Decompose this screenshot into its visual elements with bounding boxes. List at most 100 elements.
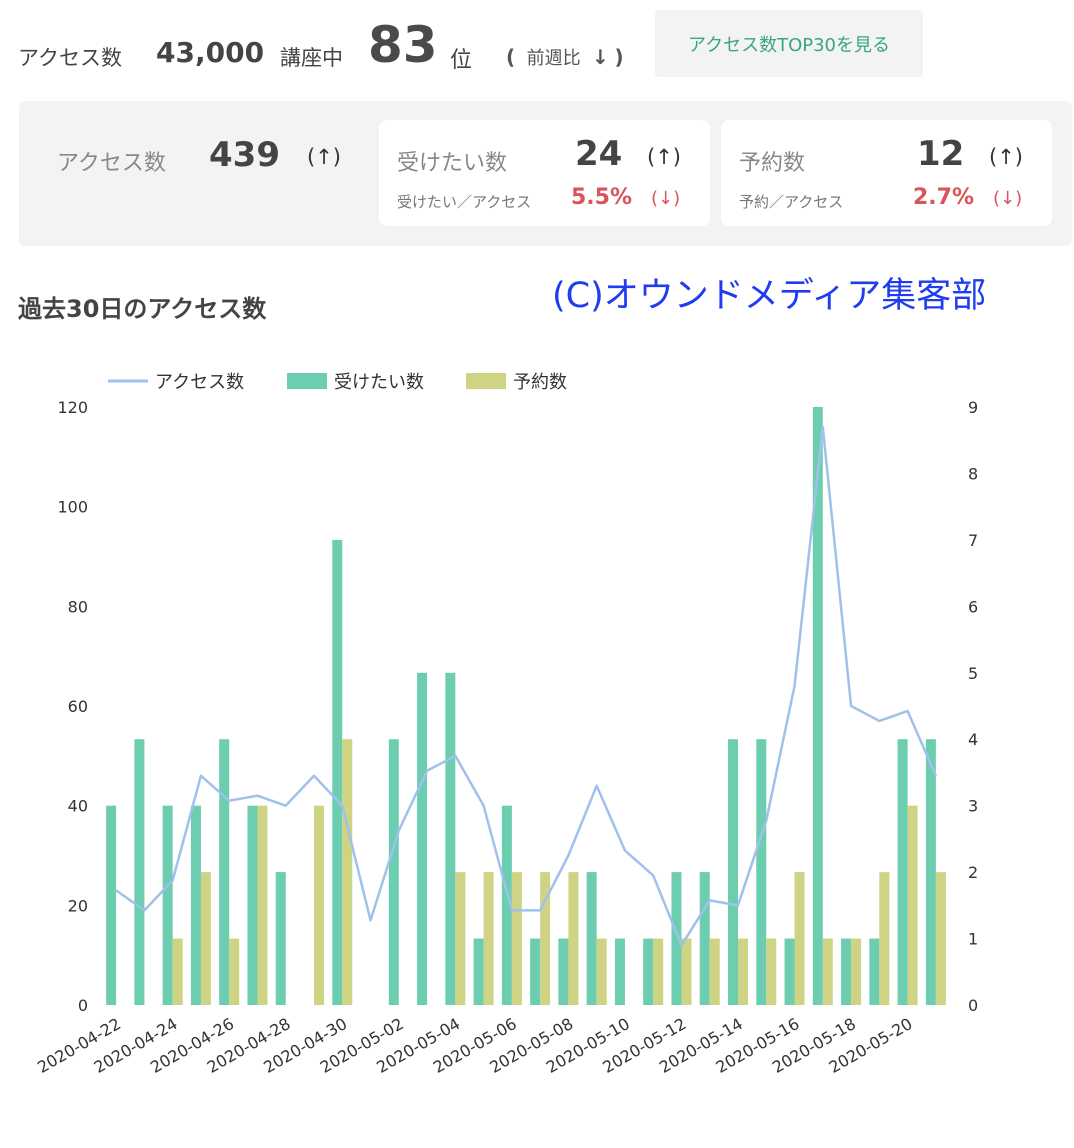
- bar-want: [162, 805, 173, 1005]
- stat-want-card: 受けたい数 24 (↑) 受けたい／アクセス 5.5% (↓): [379, 120, 710, 226]
- bar-reserve: [851, 938, 862, 1005]
- bar-want: [332, 539, 343, 1005]
- bar-reserve: [879, 872, 890, 1005]
- y-right-tick-label: 1: [968, 930, 978, 949]
- bar-want: [925, 739, 936, 1005]
- bar-reserve: [511, 872, 522, 1005]
- bar-reserve: [738, 938, 748, 1005]
- bar-reserve: [822, 938, 833, 1005]
- legend-label: アクセス数: [155, 372, 244, 393]
- courses-label: 講座中: [280, 46, 343, 70]
- stat-reserve-card: 予約数 12 (↑) 予約／アクセス 2.7% (↓): [721, 120, 1052, 226]
- wow-arrow-icon: ↓: [592, 45, 609, 69]
- stat-want-label: 受けたい数: [397, 151, 508, 176]
- bar-reserve: [596, 938, 607, 1005]
- access-chart: 02040608010012001234567892020-04-222020-…: [34, 372, 978, 1077]
- access-line: [115, 425, 938, 947]
- bar-reserve: [681, 938, 692, 1005]
- legend-label: 予約数: [513, 372, 567, 393]
- week-over-week: ( 前週比 ↓ ): [506, 44, 624, 70]
- legend-swatch-bar: [466, 373, 506, 389]
- bar-want: [586, 872, 597, 1005]
- bar-want: [614, 938, 625, 1005]
- stat-reserve-ratio-arrow: (↓): [993, 188, 1023, 209]
- bar-reserve: [229, 938, 240, 1005]
- bar-want: [558, 938, 569, 1005]
- stat-access: アクセス数 439 (↑): [19, 101, 369, 246]
- bar-want: [501, 805, 512, 1005]
- bar-reserve: [257, 805, 268, 1005]
- bar-reserve: [794, 872, 805, 1005]
- chart-title: 過去30日のアクセス数: [18, 295, 267, 323]
- y-right-tick-label: 2: [968, 863, 978, 882]
- y-left-tick-label: 20: [68, 896, 88, 915]
- bar-reserve: [540, 872, 551, 1005]
- bar-reserve: [935, 872, 946, 1005]
- y-left-tick-label: 100: [57, 498, 88, 517]
- bar-reserve: [766, 938, 777, 1005]
- y-left-tick-label: 0: [78, 996, 88, 1015]
- stat-want-value: 24: [575, 134, 623, 174]
- wow-open: (: [506, 45, 516, 69]
- bar-reserve: [568, 872, 579, 1005]
- credit-text: (C)オウンドメディア集客部: [552, 276, 987, 316]
- bar-reserve: [483, 872, 494, 1005]
- y-right-tick-label: 9: [968, 398, 978, 417]
- bar-want: [897, 739, 908, 1005]
- bar-want: [841, 938, 852, 1005]
- bar-want: [784, 938, 795, 1005]
- bar-want: [219, 739, 230, 1005]
- y-right-tick-label: 7: [968, 531, 978, 550]
- bar-reserve: [342, 739, 353, 1005]
- bar-reserve: [907, 805, 918, 1005]
- rank-unit: 位: [450, 48, 473, 73]
- bar-want: [756, 739, 767, 1005]
- legend-label: 受けたい数: [334, 372, 424, 393]
- bar-want: [275, 872, 286, 1005]
- bar-want: [643, 938, 654, 1005]
- legend-swatch-bar: [287, 373, 327, 389]
- bar-want: [473, 938, 484, 1005]
- stat-access-value: 439: [209, 135, 280, 175]
- bar-want: [869, 938, 880, 1005]
- stats-panel: アクセス数 439 (↑) 受けたい数 24 (↑) 受けたい／アクセス 5.5…: [19, 101, 1072, 246]
- bar-reserve: [172, 938, 183, 1005]
- wow-close: ): [614, 45, 624, 69]
- bar-reserve: [709, 938, 720, 1005]
- y-left-tick-label: 120: [57, 398, 88, 417]
- y-right-tick-label: 4: [968, 730, 978, 749]
- stat-reserve-arrow: (↑): [989, 145, 1023, 169]
- bar-want: [417, 672, 428, 1005]
- bar-reserve: [200, 872, 211, 1005]
- bar-reserve: [455, 872, 466, 1005]
- top30-button[interactable]: アクセス数TOP30を見る: [655, 10, 923, 77]
- stat-reserve-ratio-label: 予約／アクセス: [739, 193, 844, 211]
- wow-label: 前週比: [526, 48, 581, 69]
- y-left-tick-label: 40: [68, 797, 88, 816]
- bar-want: [388, 739, 399, 1005]
- bar-want: [445, 672, 456, 1005]
- y-right-tick-label: 8: [968, 464, 978, 483]
- y-right-tick-label: 6: [968, 597, 978, 616]
- ranking-label: アクセス数: [18, 46, 122, 70]
- bar-reserve: [314, 805, 324, 1005]
- stat-want-ratio-label: 受けたい／アクセス: [397, 193, 532, 211]
- stat-reserve-label: 予約数: [739, 151, 806, 176]
- bar-want: [247, 805, 258, 1005]
- total-courses: 43,000: [156, 36, 265, 69]
- stat-reserve-value: 12: [917, 134, 965, 174]
- rank-value: 83: [368, 16, 438, 74]
- bar-want: [134, 739, 145, 1005]
- stat-want-ratio-arrow: (↓): [651, 188, 681, 209]
- y-left-tick-label: 60: [68, 697, 88, 716]
- stat-reserve-ratio: 2.7%: [913, 185, 975, 210]
- bar-want: [699, 872, 710, 1005]
- ranking-row: アクセス数 43,000 講座中 83 位 ( 前週比 ↓ ): [18, 14, 1074, 84]
- bar-want: [190, 805, 201, 1005]
- stat-want-arrow: (↑): [647, 145, 681, 169]
- bar-want: [671, 872, 682, 1005]
- bar-want: [106, 805, 117, 1005]
- bar-want: [728, 739, 738, 1005]
- bar-want: [530, 938, 541, 1005]
- y-right-tick-label: 0: [968, 996, 978, 1015]
